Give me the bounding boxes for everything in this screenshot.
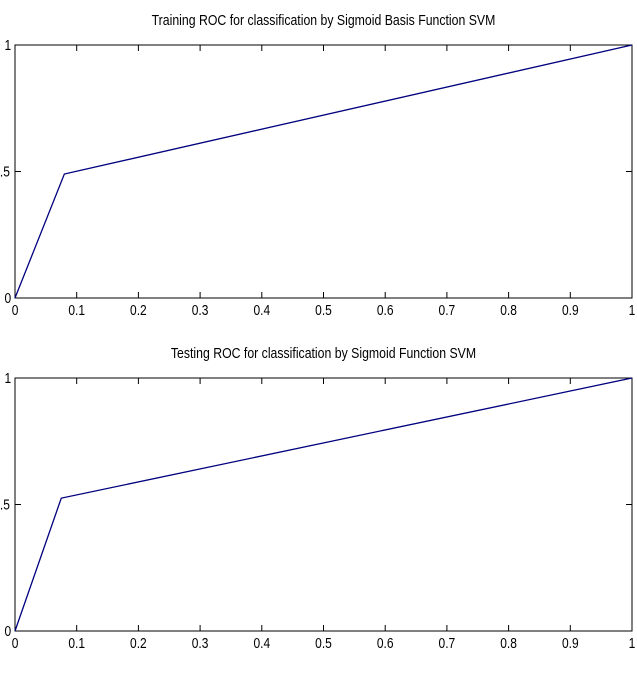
y-tick-label: 0: [5, 623, 12, 640]
y-tick-label: 0.5: [0, 163, 10, 180]
x-tick-label: 0.3: [192, 635, 209, 652]
x-tick-label: 0.5: [315, 635, 332, 652]
x-tick-label: 0.6: [377, 635, 394, 652]
x-tick-label: 0: [12, 635, 19, 652]
x-tick-label: 0.8: [500, 635, 517, 652]
x-tick-label: 0.7: [439, 302, 456, 319]
chart-title: Training ROC for classification by Sigmo…: [152, 12, 496, 28]
x-tick-label: 0.4: [254, 635, 271, 652]
axes-box: [14, 44, 633, 299]
roc-curve-line: [14, 44, 633, 299]
x-tick-label: 0.1: [68, 635, 85, 652]
x-tick-label: 0.7: [439, 635, 456, 652]
x-tick-label: 0.5: [315, 302, 332, 319]
roc-curve-line: [14, 377, 633, 632]
x-tick-label: 1: [629, 635, 636, 652]
x-tick-label: 0.2: [130, 302, 147, 319]
x-tick-label: 0.2: [130, 635, 147, 652]
axes-box: [14, 377, 633, 632]
y-tick-label: 0: [5, 290, 12, 307]
y-tick-label: 1: [4, 37, 11, 54]
x-tick-label: 0.9: [562, 302, 579, 319]
x-tick-label: 0.1: [68, 302, 85, 319]
x-tick-label: 0: [12, 302, 19, 319]
x-tick-label: 1: [629, 302, 636, 319]
chart-1: Training ROC for classification by Sigmo…: [0, 12, 635, 318]
x-tick-label: 0.4: [254, 302, 271, 319]
x-tick-label: 0.9: [562, 635, 579, 652]
x-tick-label: 0.6: [377, 302, 394, 319]
y-tick-label: 1: [4, 370, 11, 387]
y-tick-label: 0.5: [0, 496, 10, 513]
x-tick-label: 0.3: [192, 302, 209, 319]
chart-2: Testing ROC for classification by Sigmoi…: [0, 345, 635, 651]
chart-title: Testing ROC for classification by Sigmoi…: [171, 345, 476, 361]
x-tick-label: 0.8: [500, 302, 517, 319]
